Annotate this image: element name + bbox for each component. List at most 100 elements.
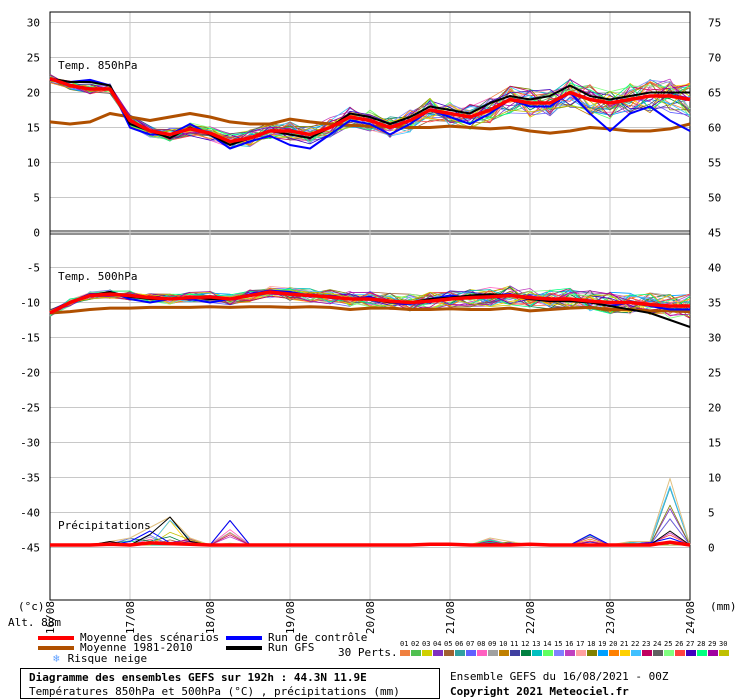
altitude-label: Alt. 88m xyxy=(8,616,61,629)
perturbation-number: 29 xyxy=(708,640,717,648)
date-tick-label: 22/08 xyxy=(524,601,537,634)
date-tick-label: 18/08 xyxy=(204,601,217,634)
perturbation-number: 07 xyxy=(466,640,475,648)
legend-snow-risk-label: Risque neige xyxy=(67,652,148,665)
perturbation-number: 02 xyxy=(411,640,420,648)
perturbation-swatch xyxy=(609,650,619,656)
perturbation-swatch xyxy=(543,650,553,656)
date-tick-label: 23/08 xyxy=(604,601,617,634)
perturbation-swatch xyxy=(477,650,487,656)
perturbation-number: 26 xyxy=(675,640,684,648)
mean-climate-swatch xyxy=(38,646,74,650)
perturbation-swatch xyxy=(444,650,454,656)
right-tick-label: 40 xyxy=(708,262,721,275)
perturbation-swatch xyxy=(433,650,443,656)
left-tick-label: -45 xyxy=(20,542,40,555)
perturbation-swatch xyxy=(686,650,696,656)
perturbation-number: 27 xyxy=(686,640,695,648)
footer-title-box: Diagramme des ensembles GEFS sur 192h : … xyxy=(20,668,440,699)
footer-title: Diagramme des ensembles GEFS sur 192h : … xyxy=(29,671,367,684)
left-tick-label: -5 xyxy=(27,262,40,275)
series-moyenne-des-sc-narios xyxy=(49,290,690,315)
left-tick-label: -30 xyxy=(20,437,40,450)
series-run-de-contr-le xyxy=(49,77,691,150)
perturbation-number: 30 xyxy=(719,640,728,648)
perturbation-swatch xyxy=(664,650,674,656)
right-tick-label: 35 xyxy=(708,297,721,310)
perturbation-number: 17 xyxy=(576,640,585,648)
left-tick-label: 30 xyxy=(27,17,40,30)
left-tick-label: 10 xyxy=(27,157,40,170)
perturbation-swatch xyxy=(565,650,575,656)
axis-labels: 302520151050-5-10-15-20-25-30-35-40-4575… xyxy=(20,17,721,635)
perturbation-swatch xyxy=(675,650,685,656)
right-tick-label: 30 xyxy=(708,332,721,345)
perturbation-number: 21 xyxy=(620,640,629,648)
left-tick-label: -40 xyxy=(20,507,40,520)
perturbation-number: 20 xyxy=(609,640,618,648)
left-tick-label: 20 xyxy=(27,87,40,100)
perturbation-number: 28 xyxy=(697,640,706,648)
left-tick-label: -10 xyxy=(20,297,40,310)
series-moyenne-1981-2010 xyxy=(49,305,691,315)
date-tick-label: 21/08 xyxy=(444,601,457,634)
left-tick-label: -25 xyxy=(20,402,40,415)
perturbation-number: 04 xyxy=(433,640,442,648)
precip-label: Précipitations xyxy=(58,519,151,532)
perturbation-swatch xyxy=(587,650,597,656)
left-tick-label: 5 xyxy=(33,192,40,205)
perturbation-number: 05 xyxy=(444,640,453,648)
perturbation-swatch xyxy=(631,650,641,656)
legend-control-run-label: Run de contrôle xyxy=(268,631,368,644)
series-moyenne-des-sc-narios xyxy=(49,76,691,144)
right-tick-label: 55 xyxy=(708,157,721,170)
right-tick-label: 75 xyxy=(708,17,721,30)
perturbation-swatch xyxy=(499,650,509,656)
perturbation-number: 09 xyxy=(488,640,497,648)
left-axis-unit: (°c) xyxy=(18,600,45,613)
perturbation-swatch xyxy=(620,650,630,656)
date-tick-label: 19/08 xyxy=(284,601,297,634)
legend-mean-climate-label: Moyenne 1981-2010 xyxy=(80,641,193,654)
perturbation-number: 13 xyxy=(532,640,541,648)
snowflake-icon: ❄ xyxy=(53,652,60,665)
perturbation-number: 19 xyxy=(598,640,607,648)
perturbation-number: 06 xyxy=(455,640,464,648)
legend-gfs-run: Run GFS xyxy=(226,641,314,654)
date-tick-label: 16/08 xyxy=(44,601,57,634)
perturbation-swatch xyxy=(466,650,476,656)
perturbation-number: 16 xyxy=(565,640,574,648)
perturbation-swatch xyxy=(576,650,586,656)
temp850-label: Temp. 850hPa xyxy=(58,59,137,72)
right-tick-label: 45 xyxy=(708,227,721,240)
perturbation-swatch xyxy=(510,650,520,656)
perturbation-swatch xyxy=(521,650,531,656)
mean-scenarios-swatch xyxy=(38,636,74,640)
left-tick-label: -15 xyxy=(20,332,40,345)
perturbation-number: 10 xyxy=(499,640,508,648)
perturbation-number: 14 xyxy=(543,640,552,648)
date-tick-label: 24/08 xyxy=(684,601,697,634)
run-info: Ensemble GEFS du 16/08/2021 - 00Z xyxy=(450,670,669,683)
legend-snow-risk: ❄ Risque neige xyxy=(53,652,147,665)
perturbation-swatch xyxy=(488,650,498,656)
left-tick-label: 25 xyxy=(27,52,40,65)
right-tick-label: 60 xyxy=(708,122,721,135)
perturbation-swatch xyxy=(422,650,432,656)
perturbation-number: 23 xyxy=(642,640,651,648)
legend-mean-scenarios-label: Moyenne des scénarios xyxy=(80,631,220,644)
perturbation-swatch xyxy=(598,650,608,656)
legend-control-run: Run de contrôle xyxy=(226,631,367,644)
legend-mean-climate: Moyenne 1981-2010 xyxy=(38,641,193,654)
perturbation-number: 15 xyxy=(554,640,563,648)
temp500-label: Temp. 500hPa xyxy=(58,270,137,283)
right-axis-unit: (mm) xyxy=(710,600,737,613)
gfs-run-swatch xyxy=(226,646,262,650)
right-tick-label: 50 xyxy=(708,192,721,205)
perturbation-swatch xyxy=(642,650,652,656)
perturbation-number: 08 xyxy=(477,640,486,648)
left-tick-label: 0 xyxy=(33,227,40,240)
legend-mean-scenarios: Moyenne des scénarios xyxy=(38,631,219,644)
right-tick-label: 65 xyxy=(708,87,721,100)
